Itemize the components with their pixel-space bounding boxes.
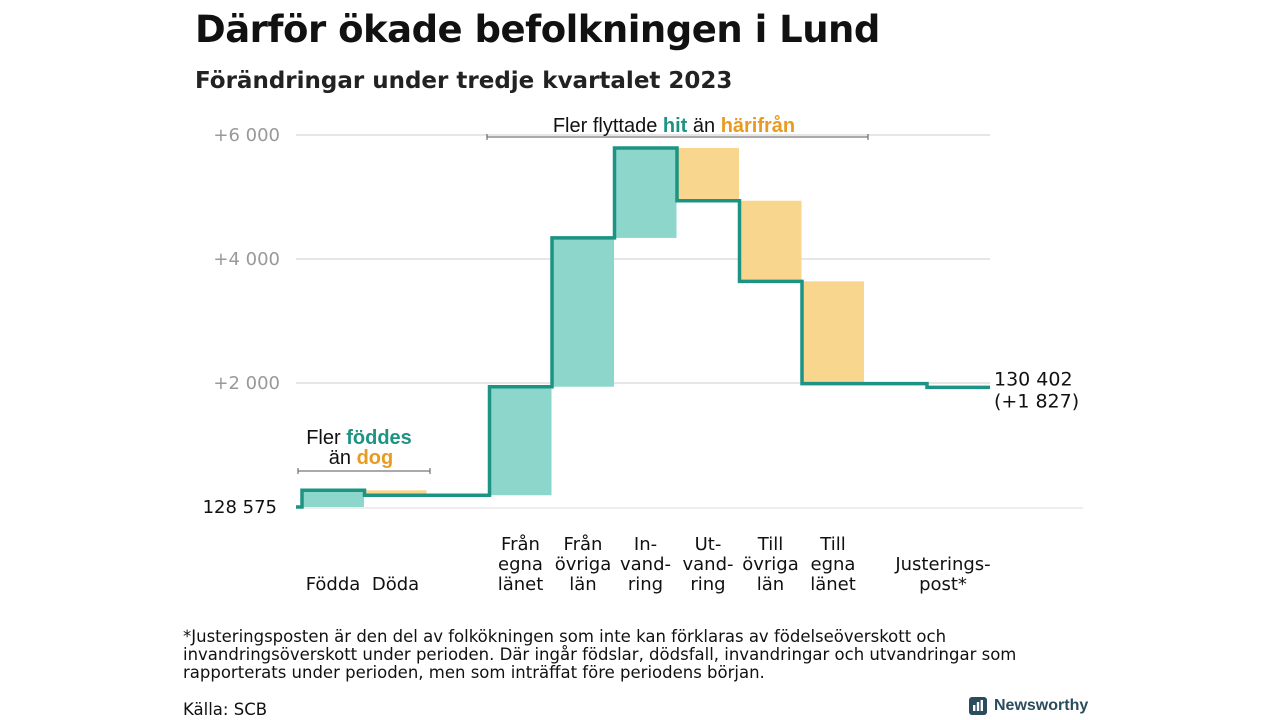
- x-tick-label: egna: [811, 554, 856, 575]
- annotation-text: Fler flyttade: [553, 115, 663, 137]
- x-tick-label: länet: [498, 574, 544, 595]
- y-tick-label: +4 000: [213, 249, 280, 270]
- births-annotation-line2: än dog: [329, 447, 393, 469]
- bar-6: [677, 148, 739, 201]
- bar-8: [802, 281, 864, 384]
- annotation-text: Fler: [306, 427, 346, 449]
- newsworthy-icon: [969, 697, 987, 715]
- y-tick-label: +2 000: [213, 373, 280, 394]
- x-tick-label: länet: [810, 574, 856, 595]
- x-tick-label: ring: [628, 574, 663, 595]
- x-tick-label: län: [757, 574, 784, 595]
- bar-2: [364, 490, 427, 496]
- annotation-highlight-orange: dog: [357, 447, 394, 469]
- cumulative-step-line: [296, 146, 990, 509]
- annotation-highlight-orange: härifrån: [721, 114, 795, 137]
- x-tick-label: egna: [498, 554, 543, 575]
- x-tick-label: Födda: [306, 574, 361, 595]
- start-value-label: 128 575: [203, 497, 277, 518]
- footnote: *Justeringsposten är den del av folkökni…: [183, 627, 1017, 682]
- x-tick-label: Justerings-: [894, 554, 990, 575]
- end-value-label: (+1 827): [994, 390, 1079, 412]
- births-annotation-line1: Fler föddes: [306, 427, 412, 449]
- x-tick-label: Till: [819, 534, 845, 555]
- x-tick-label: In-: [634, 534, 657, 555]
- bar-layer: [302, 148, 864, 507]
- x-tick-label: vand-: [620, 554, 671, 575]
- x-tick-label: Ut-: [695, 534, 722, 555]
- chart-subtitle: Förändringar under tredje kvartalet 2023: [195, 68, 733, 94]
- x-tick-label: ring: [690, 574, 725, 595]
- end-value-label: 130 402: [994, 368, 1073, 390]
- annotation-highlight-teal: föddes: [346, 427, 412, 449]
- annotation-highlight-teal: hit: [663, 115, 688, 137]
- annotation-text: än: [687, 115, 720, 137]
- migration-bracket: [486, 134, 869, 140]
- x-tick-label: post*: [919, 574, 967, 595]
- bar-5: [614, 148, 677, 238]
- brand-name: Newsworthy: [994, 697, 1089, 714]
- x-tick-label: Från: [564, 534, 603, 555]
- bar-3: [489, 386, 552, 496]
- y-tick-label: +6 000: [213, 125, 280, 146]
- grid-layer: +2 000 +4 000 +6 000: [213, 125, 1083, 509]
- births-bracket: [297, 468, 431, 474]
- x-tick-label: Döda: [372, 574, 419, 595]
- chart-title: Därför ökade befolkningen i Lund: [195, 8, 880, 51]
- x-tick-label: övriga: [742, 554, 799, 575]
- x-tick-label: Till: [757, 534, 783, 555]
- x-tick-label: län: [569, 574, 596, 595]
- source-label: Källa: SCB: [183, 700, 268, 719]
- migration-annotation: Fler flyttade hit än härifrån: [553, 114, 795, 137]
- bar-4: [552, 237, 614, 387]
- line-layer: [296, 146, 990, 509]
- brand-logo: Newsworthy: [968, 696, 1088, 716]
- x-tick-label: övriga: [555, 554, 612, 575]
- bar-1: [302, 490, 364, 507]
- x-tick-label: vand-: [682, 554, 733, 575]
- x-tick-label: Från: [501, 534, 540, 555]
- bar-7: [739, 200, 802, 282]
- annotation-text: än: [329, 447, 357, 469]
